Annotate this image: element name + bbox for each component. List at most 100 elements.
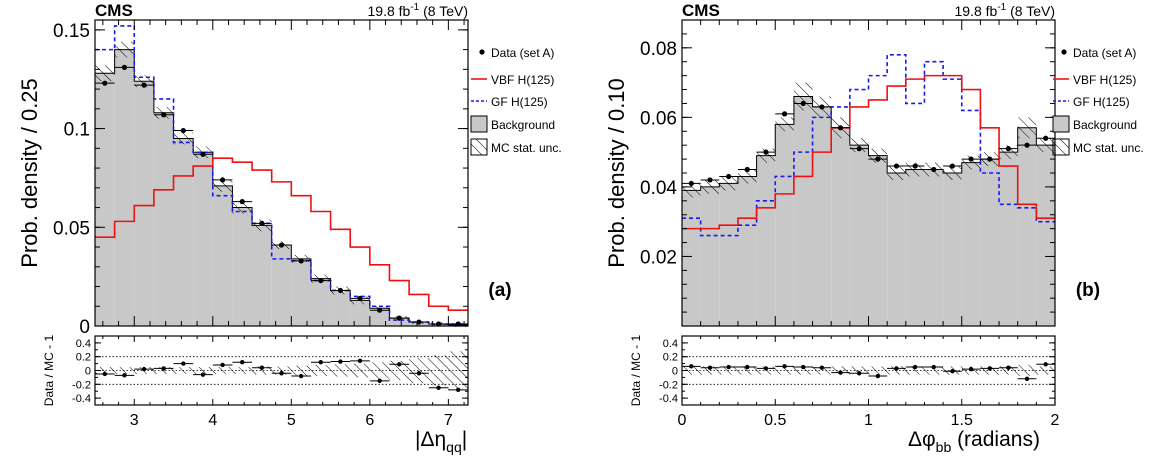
luminosity-exponent: -1 [997,2,1006,13]
ratio-point [726,364,731,370]
legend-label: VBF H(125) [491,73,554,87]
ratio-point [950,368,955,374]
y-axis-label: Prob. density / 0.25 [17,78,42,268]
luminosity-energy: (8 TeV) [419,3,468,19]
background-bar [737,176,757,326]
background-bar [943,173,962,326]
ratio-point [102,371,108,377]
ratio-point [240,360,245,365]
ratio-unc-box [448,351,468,390]
x-axis-label-main: |Δη [415,428,446,451]
ratio-point [931,364,936,370]
ratio-point [838,370,843,375]
background-bar [310,278,331,326]
ratio-y-axis-label: Data / MC - 1 [629,335,643,407]
legend-background-swatch [1052,115,1070,133]
background-bar [193,152,213,326]
legend-label: MC stat. unc. [491,141,562,155]
background-bar [1017,127,1037,326]
ratio-unc-box [1017,364,1037,377]
ratio-point [689,364,694,369]
main-plot-frame [94,19,469,327]
ratio-point [200,372,206,377]
ratio-point [122,373,127,378]
mc-stat-unc-box [887,166,906,180]
data-point [298,258,304,264]
x-tick-label: 4 [208,412,217,429]
data-point [968,156,974,162]
legend-label: MC stat. unc. [1073,141,1144,155]
data-point [819,104,825,110]
data-point [239,199,245,205]
data-point [688,180,694,187]
background-bar [887,173,906,326]
x-tick-label: 7 [444,412,453,429]
ratio-point [338,359,343,364]
ratio-point [181,361,186,366]
mc-stat-unc-box [173,132,194,145]
data-point [707,177,713,183]
mc-stat-unc-box [95,65,115,82]
x-axis-label-end: | [462,428,467,451]
background-bar [271,245,292,326]
ratio-unc-box [905,366,925,375]
ratio-point [745,364,750,370]
background-bar [389,318,410,326]
ratio-unc-box [409,358,429,383]
background-bar [999,152,1018,326]
ratio-y-tick-label: 0 [672,366,678,378]
gf-h125-line [95,25,468,325]
mc-stat-unc-box [775,117,794,132]
y-tick-label: 0.15 [53,21,90,42]
background-bar [980,159,1000,326]
background-bar [369,308,390,326]
ratio-point [1024,376,1030,381]
ratio-y-tick-label: 0.2 [76,352,91,364]
ratio-y-tick-label: -0.2 [72,379,91,391]
y-tick-label: 0.04 [640,178,677,199]
luminosity-value: 19.8 fb [955,3,998,19]
mc-stat-unc-box [114,41,135,58]
ratio-unc-box [868,366,888,375]
cms-label: CMS [95,1,133,20]
data-point [102,80,108,86]
background-bar [153,112,174,326]
ratio-unc-box [849,366,869,375]
background-bar [961,162,981,326]
background-bar [95,73,115,326]
x-tick-label: 3 [130,412,139,429]
legend-label: Data (set A) [1073,46,1136,60]
background-bar [291,258,311,326]
data-point [416,319,422,325]
panel-label: (a) [488,280,511,301]
mc-stat-unc-box [943,166,962,180]
panel-label: (b) [1076,280,1100,301]
legend-data-marker [479,49,485,55]
background-bar [700,186,720,326]
mc-stat-unc-box [134,75,154,88]
data-point [435,321,442,327]
ratio-point [161,366,166,371]
background-bar [232,207,253,326]
ratio-unc-box [389,360,410,381]
background-bar [350,300,370,326]
ratio-y-tick-label: -0.4 [659,393,678,405]
ratio-point [894,366,899,371]
ratio-point [298,373,304,379]
ratio-unc-box [350,363,370,378]
ratio-point [782,364,787,369]
ratio-unc-box [95,367,115,374]
luminosity-value: 19.8 fb [368,3,411,19]
ratio-point [220,362,225,368]
background-bar [114,49,135,326]
ratio-unc-box [700,366,720,375]
background-bar [212,185,233,326]
luminosity-energy: (8 TeV) [1006,3,1055,19]
legend-label: VBF H(125) [1073,73,1136,87]
data-point [1005,146,1011,152]
legend-label: GF H(125) [491,95,548,109]
luminosity-exponent: -1 [410,2,419,13]
ratio-unc-box [812,366,832,375]
